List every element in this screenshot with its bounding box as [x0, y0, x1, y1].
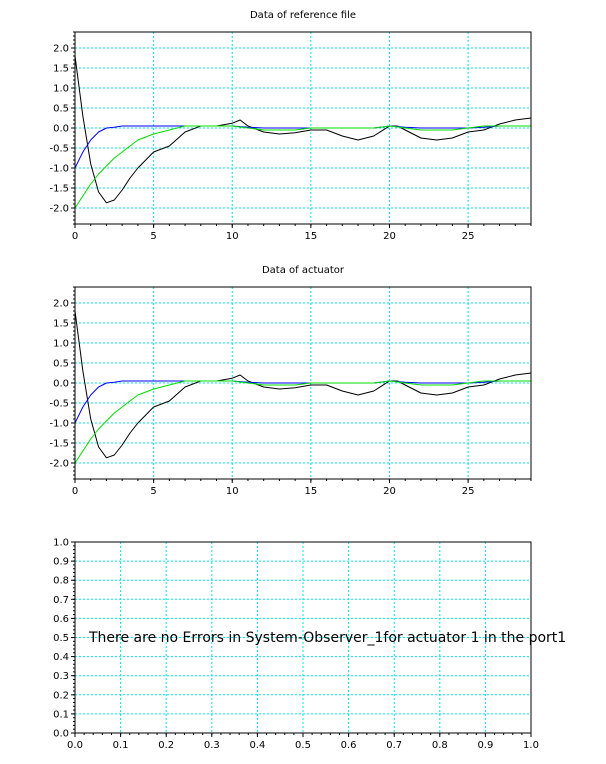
y-tick-label: 0.2 [53, 690, 69, 701]
y-tick-label: -0.5 [49, 399, 69, 410]
x-tick-label: 0 [72, 486, 78, 497]
y-tick-label: -2.0 [49, 459, 69, 470]
y-tick-label: 1.0 [53, 538, 69, 549]
y-tick-label: 0.0 [53, 124, 69, 135]
x-tick-label: 25 [462, 486, 475, 497]
y-tick-label: 0.4 [53, 652, 69, 663]
y-tick-label: 0.5 [53, 359, 69, 370]
y-tick-label: -1.0 [49, 419, 69, 430]
series-line-2 [74, 380, 531, 424]
y-tick-label: -1.5 [49, 184, 69, 195]
y-tick-label: 0.0 [53, 729, 69, 740]
y-tick-label: 0.0 [53, 379, 69, 390]
y-tick-label: -1.0 [49, 164, 69, 175]
x-tick-label: 1.0 [523, 740, 539, 751]
x-tick-label: 0.8 [432, 740, 448, 751]
series-line-3 [74, 125, 531, 209]
y-tick-label: 2.0 [53, 44, 69, 55]
x-tick-label: 10 [226, 486, 239, 497]
x-tick-label: 0.3 [204, 740, 220, 751]
x-tick-label: 20 [383, 231, 396, 242]
y-tick-label: 0.9 [53, 557, 69, 568]
chart-title: Data of actuator [262, 265, 345, 276]
y-tick-label: 0.6 [53, 614, 69, 625]
x-tick-label: 5 [150, 486, 156, 497]
x-tick-label: 20 [383, 486, 396, 497]
y-tick-label: 1.0 [53, 84, 69, 95]
y-tick-label: 0.1 [53, 709, 69, 720]
y-tick-label: 1.5 [53, 64, 69, 75]
series-line-1 [74, 55, 532, 204]
x-tick-label: 0.4 [249, 740, 265, 751]
x-tick-label: 0.9 [477, 740, 493, 751]
y-tick-label: -1.5 [49, 439, 69, 450]
x-tick-label: 15 [304, 231, 317, 242]
x-tick-label: 10 [226, 231, 239, 242]
y-tick-label: 1.0 [53, 339, 69, 350]
x-tick-label: 25 [462, 231, 475, 242]
error-message: There are no Errors in System-Observer_1… [88, 630, 566, 646]
y-tick-label: 0.3 [53, 671, 69, 682]
x-tick-label: 0 [72, 231, 78, 242]
y-tick-label: 0.5 [53, 633, 69, 644]
series-line-1 [74, 310, 532, 459]
chart-3: 0.0 0.1 0.2 0.3 0.4 0.5 0.6 0.7 0.8 0.9 1.0 0.0 0.1 0… [53, 538, 566, 752]
chart-2: Data of actuator 0 5 10 15 20 25 -2.0 -1.5 -1.0 -0… [49, 265, 532, 497]
series-line-3 [74, 380, 531, 464]
x-tick-label: 0.0 [67, 740, 83, 751]
y-tick-label: -2.0 [49, 204, 69, 215]
chart-1: Data of reference file 0 5 10 15 20 25 -2.0 -1.5… [49, 10, 532, 242]
chart-title: Data of reference file [250, 10, 356, 21]
y-tick-label: 0.7 [53, 595, 69, 606]
x-tick-label: 0.1 [113, 740, 129, 751]
x-tick-label: 0.6 [341, 740, 357, 751]
y-tick-label: 0.5 [53, 104, 69, 115]
x-tick-label: 0.5 [295, 740, 311, 751]
y-tick-label: 0.8 [53, 576, 69, 587]
y-tick-label: -0.5 [49, 144, 69, 155]
x-tick-label: 0.7 [386, 740, 402, 751]
y-tick-label: 1.5 [53, 319, 69, 330]
y-tick-label: 2.0 [53, 299, 69, 310]
x-tick-label: 0.2 [158, 740, 174, 751]
x-tick-label: 15 [304, 486, 317, 497]
x-tick-label: 5 [150, 231, 156, 242]
series-line-2 [74, 125, 531, 169]
